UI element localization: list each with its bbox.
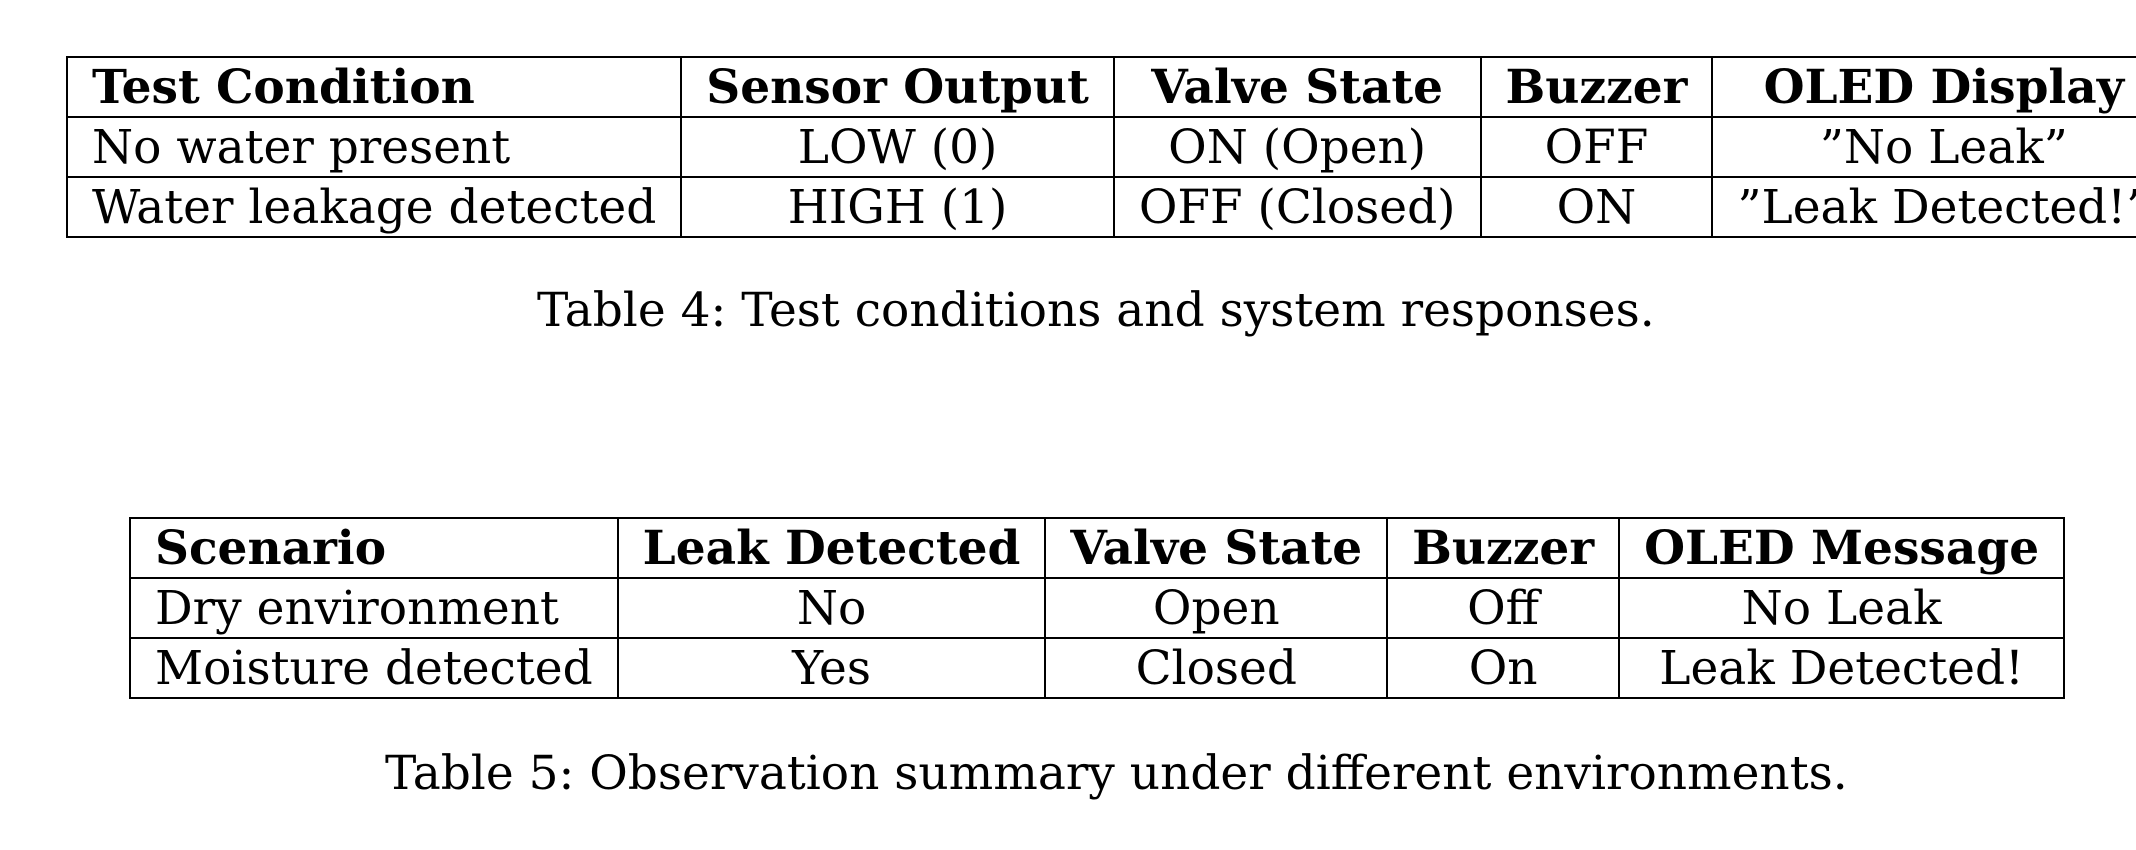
header-cell: Leak Detected xyxy=(616,517,1047,579)
table-cell: Off xyxy=(1386,577,1621,639)
table-cell: No water present xyxy=(65,116,683,178)
header-cell: Buzzer xyxy=(1386,517,1621,579)
header-cell: Buzzer xyxy=(1479,56,1714,118)
table-4-caption: Table 4: Test conditions and system resp… xyxy=(537,283,1655,338)
header-cell: Test Condition xyxy=(65,56,683,118)
table-cell: No xyxy=(616,577,1047,639)
table-row: Dry environment No Open Off No Leak xyxy=(129,577,2066,639)
table-cell: HIGH (1) xyxy=(680,176,1115,238)
header-cell: Valve State xyxy=(1112,56,1482,118)
table-cell: Closed xyxy=(1044,637,1389,699)
header-cell: OLED Message xyxy=(1618,517,2066,579)
table-cell: Water leakage detected xyxy=(65,176,683,238)
table-5: Scenario Leak Detected Valve State Buzze… xyxy=(129,517,2066,699)
table-cell: ON (Open) xyxy=(1112,116,1482,178)
table-cell: Yes xyxy=(616,637,1047,699)
header-cell: OLED Display xyxy=(1711,56,2136,118)
table-row: Water leakage detected HIGH (1) OFF (Clo… xyxy=(65,176,2136,238)
table-cell: Moisture detected xyxy=(129,637,619,699)
table-row: No water present LOW (0) ON (Open) OFF ”… xyxy=(65,116,2136,178)
table-row: Moisture detected Yes Closed On Leak Det… xyxy=(129,637,2066,699)
table-cell: OFF (Closed) xyxy=(1112,176,1482,238)
table-5-caption: Table 5: Observation summary under diffe… xyxy=(385,746,1848,801)
table-cell: ”Leak Detected!” xyxy=(1711,176,2136,238)
table-cell: ”No Leak” xyxy=(1711,116,2136,178)
table-cell: OFF xyxy=(1479,116,1714,178)
table-cell: LOW (0) xyxy=(680,116,1115,178)
table-cell: Open xyxy=(1044,577,1389,639)
header-cell: Valve State xyxy=(1044,517,1389,579)
table-header-row: Test Condition Sensor Output Valve State… xyxy=(65,56,2136,118)
table-cell: No Leak xyxy=(1618,577,2066,639)
table-4: Test Condition Sensor Output Valve State… xyxy=(65,56,2136,238)
table-cell: On xyxy=(1386,637,1621,699)
header-cell: Scenario xyxy=(129,517,619,579)
table-header-row: Scenario Leak Detected Valve State Buzze… xyxy=(129,517,2066,579)
table-cell: Leak Detected! xyxy=(1618,637,2066,699)
table-cell: Dry environment xyxy=(129,577,619,639)
header-cell: Sensor Output xyxy=(680,56,1115,118)
table-cell: ON xyxy=(1479,176,1714,238)
